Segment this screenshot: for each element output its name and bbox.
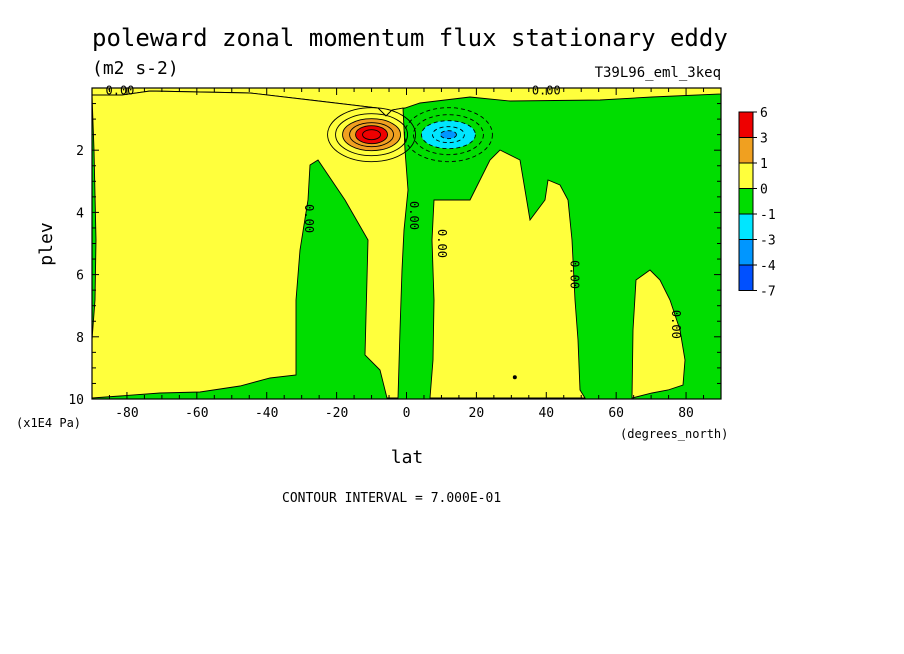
colorbar-label: 0 [760,183,768,198]
colorbar-swatch [738,264,754,291]
x-tick-label: 80 [678,406,694,421]
colorbar-swatch [738,111,754,138]
positive-contour-1 [327,107,417,163]
positive-region-south [91,90,409,399]
y-tick-label: 2 [76,144,84,159]
run-label: T39L96_eml_3keq [595,65,721,81]
colorbar-swatch [738,188,754,215]
units-label: (m2 s-2) [92,58,179,79]
colorbar-swatch [738,137,754,164]
small-contour-feature [512,375,517,380]
x-axis-units: (degrees_north) [620,427,728,441]
x-tick-label: -80 [115,406,138,421]
y-tick-label: 4 [76,206,84,221]
y-axis-label: plev [36,222,57,265]
y-tick-label: 6 [76,269,84,284]
zero-contour-label: 0.00 [302,204,316,233]
colorbar-label: -1 [760,208,776,223]
positive-region-north-tongue [631,269,686,399]
y-axis-units: (x1E4 Pa) [16,416,81,430]
zero-contour-label: 0.00 [669,310,683,339]
negative-contour-2 [412,114,484,156]
zero-contour-label: 0.00 [568,260,582,289]
x-tick-label: -40 [255,406,278,421]
x-tick-label: -20 [325,406,348,421]
x-tick-label: -60 [185,406,208,421]
zero-contour-label: 0.00 [435,229,449,258]
axes: -80 -60 -40 -20 0 20 40 60 80 2 4 6 8 10 [68,87,722,421]
x-axis-label: lat [391,447,424,468]
colorbar-label: 1 [760,157,768,172]
y-tick-label: 8 [76,331,84,346]
x-tick-label: 40 [538,406,554,421]
y-tick-label: 10 [68,393,84,408]
x-tick-label: 0 [403,406,411,421]
colorbar-label: -7 [760,285,776,300]
positive-region-equatorial [429,149,586,399]
negative-contour-1 [403,107,493,163]
positive-contour-6 [362,129,382,141]
negative-contour-5 [439,130,457,140]
colorbar-swatch [738,213,754,240]
zero-contour-label: 0.00 [407,201,421,230]
x-tick-label: 20 [469,406,485,421]
colorbar-swatch [738,239,754,266]
colorbar-label: -3 [760,234,776,249]
colorbar: 6 3 1 0 -1 -3 -4 -7 [738,106,776,300]
positive-contour-2 [335,113,409,157]
colorbar-swatch [738,162,754,189]
x-tick-label: 60 [608,406,624,421]
chart-title: poleward zonal momentum flux stationary … [92,24,728,52]
contour-interval-note: CONTOUR INTERVAL = 7.000E-01 [282,491,501,506]
colorbar-label: -4 [760,259,776,274]
colorbar-label: 6 [760,106,768,121]
colorbar-label: 3 [760,132,768,147]
contour-plot-area: 0.00 0.000.00 0.000.000.000.00 [91,84,722,399]
